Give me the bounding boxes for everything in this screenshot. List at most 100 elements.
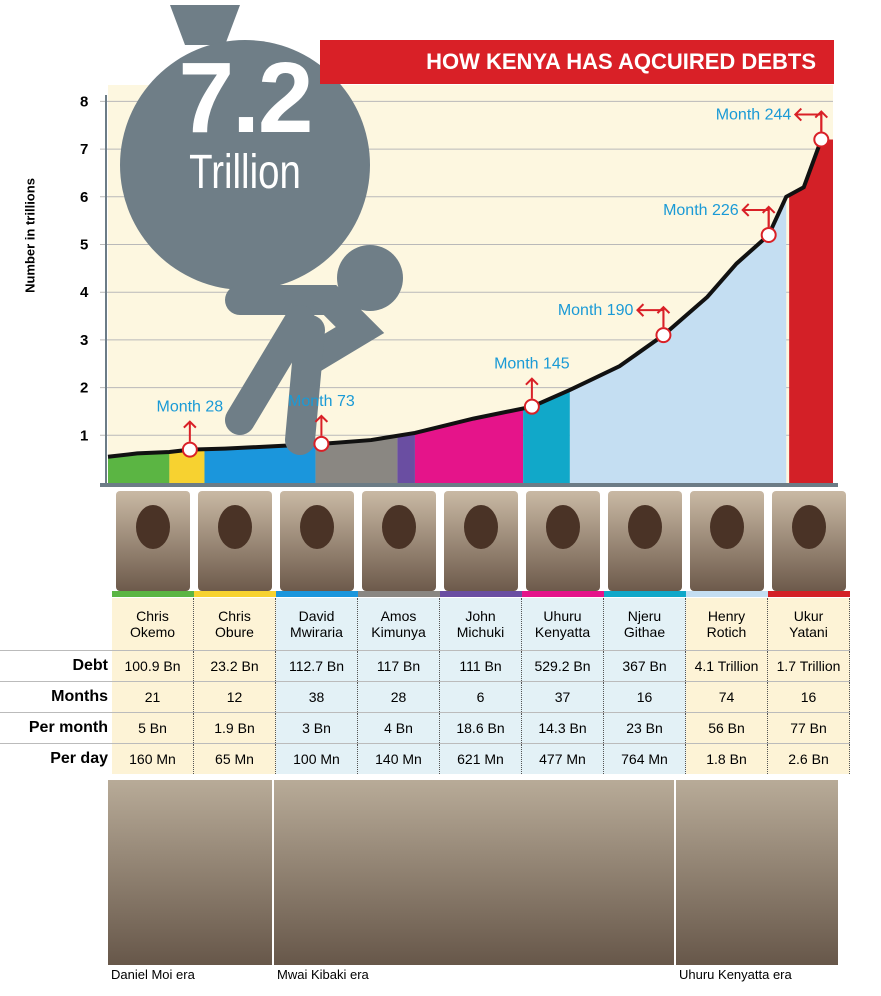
last-name: Githae: [623, 624, 666, 640]
annotation-label: Month 145: [494, 356, 570, 373]
table-cell: 16: [767, 681, 850, 713]
last-name: Rotich: [706, 624, 747, 640]
annotation-label: Month 190: [558, 302, 634, 319]
first-name: John: [465, 608, 496, 624]
y-axis-label: Number in trillions: [22, 178, 38, 293]
table-row: Per month 5 Bn 1.9 Bn 3 Bn 4 Bn 18.6 Bn 14.3 B…: [0, 712, 850, 744]
first-name: Uhuru: [543, 608, 582, 624]
color-stripe: [767, 591, 850, 597]
table-cell: 117 Bn: [357, 650, 440, 682]
marker-point: [313, 435, 330, 452]
marker-point: [813, 131, 830, 148]
segment-bar: [789, 139, 833, 483]
row-label: Months: [0, 681, 112, 713]
minister-name: Uhuru Kenyatta: [521, 598, 604, 651]
table-cell: 16: [603, 681, 686, 713]
marker-arrow-icon: [741, 203, 770, 227]
color-stripe: [521, 591, 604, 597]
minister-name: John Michuki: [439, 598, 522, 651]
table-cell: 37: [521, 681, 604, 713]
color-stripe: [193, 591, 276, 597]
color-stripe: [439, 591, 522, 597]
y-tick-label: 2: [80, 380, 88, 397]
table-cell: 65 Mn: [193, 743, 276, 774]
table-cell: 5 Bn: [112, 712, 194, 744]
era-photo-kenyatta: Uhuru Kenyatta era: [676, 780, 838, 985]
minister-name: David Mwiraria: [275, 598, 358, 651]
marker-point: [655, 327, 672, 344]
annotation-label: Month 244: [716, 107, 792, 124]
row-label: Debt: [0, 650, 112, 682]
last-name: Kimunya: [371, 624, 426, 640]
marker-arrow-icon: [793, 107, 823, 132]
table-row: Debt 100.9 Bn 23.2 Bn 112.7 Bn 117 Bn 111 Bn 5…: [0, 650, 850, 682]
total-debt-badge: 7.2 Trillion: [120, 48, 370, 198]
row-label: Per month: [0, 712, 112, 744]
minister-photo: [521, 490, 604, 598]
minister-portrait: [197, 491, 272, 591]
minister-photo: [275, 490, 358, 598]
table-cell: 529.2 Bn: [521, 650, 604, 682]
table-cell: 18.6 Bn: [439, 712, 522, 744]
first-name: Henry: [707, 608, 746, 624]
minister-photo: [193, 490, 276, 598]
table-cell: 23 Bn: [603, 712, 686, 744]
marker-point: [181, 441, 198, 458]
color-stripe: [357, 591, 440, 597]
last-name: Michuki: [456, 624, 505, 640]
total-debt-unit: Trillion: [189, 146, 301, 199]
table-row: Per day 160 Mn 65 Mn 100 Mn 140 Mn 621 Mn 477 …: [0, 743, 850, 774]
last-name: Mwiraria: [290, 624, 343, 640]
minister-name: Amos Kimunya: [357, 598, 440, 651]
table-cell: 4.1 Trillion: [685, 650, 768, 682]
minister-portrait: [361, 491, 436, 591]
y-tick-label: 7: [80, 141, 88, 158]
annotation-label: Month 28: [156, 399, 223, 416]
minister-name: Chris Obure: [193, 598, 276, 651]
table-cell: 112.7 Bn: [275, 650, 358, 682]
minister-name: Ukur Yatani: [767, 598, 850, 651]
table-cell: 111 Bn: [439, 650, 522, 682]
first-name: Chris: [218, 608, 251, 624]
table-cell: 477 Mn: [521, 743, 604, 774]
minister-photo: [603, 490, 686, 598]
table-cell: 1.7 Trillion: [767, 650, 850, 682]
last-name: Kenyatta: [534, 624, 591, 640]
table-cell: 160 Mn: [112, 743, 194, 774]
table-cell: 1.9 Bn: [193, 712, 276, 744]
minister-portrait: [279, 491, 354, 591]
y-tick-label: 5: [80, 237, 88, 254]
color-stripe: [112, 591, 194, 597]
table-cell: 764 Mn: [603, 743, 686, 774]
table-cell: 12: [193, 681, 276, 713]
minister-name: Henry Rotich: [685, 598, 768, 651]
chart-title: HOW KENYA HAS AQCUIRED DEBTS: [320, 40, 834, 84]
marker-arrow-icon: [525, 377, 539, 399]
table-cell: 14.3 Bn: [521, 712, 604, 744]
minister-portrait: [689, 491, 764, 591]
first-name: Njeru: [627, 608, 662, 624]
minister-photo: [112, 490, 194, 598]
minister-photo: [439, 490, 522, 598]
ministers-table: Chris Okemo Chris Obure David Mwiraria Amos Kim…: [0, 490, 850, 774]
era-photo-moi: Daniel Moi era: [108, 780, 272, 985]
y-tick-label: 6: [80, 189, 88, 206]
bag-knot: [170, 5, 240, 45]
marker-arrow-icon: [636, 303, 665, 328]
marker-point: [523, 398, 540, 415]
marker-point: [760, 226, 777, 243]
minister-portrait: [525, 491, 600, 591]
table-cell: 140 Mn: [357, 743, 440, 774]
total-debt-amount: 7.2: [178, 42, 313, 154]
era-caption: Uhuru Kenyatta era: [676, 965, 838, 985]
y-tick-label: 1: [80, 427, 88, 444]
first-name: Amos: [380, 608, 417, 624]
minister-photo: [357, 490, 440, 598]
table-cell: 28: [357, 681, 440, 713]
minister-portrait: [607, 491, 682, 591]
debt-chart: 1 2 3 4 5 6 7 8 Month 28 Month 73 Month 145 Month 1…: [80, 5, 838, 487]
table-cell: 3 Bn: [275, 712, 358, 744]
money-bag-icon: [120, 40, 370, 290]
minister-name: Njeru Githae: [603, 598, 686, 651]
table-cell: 2.6 Bn: [767, 743, 850, 774]
